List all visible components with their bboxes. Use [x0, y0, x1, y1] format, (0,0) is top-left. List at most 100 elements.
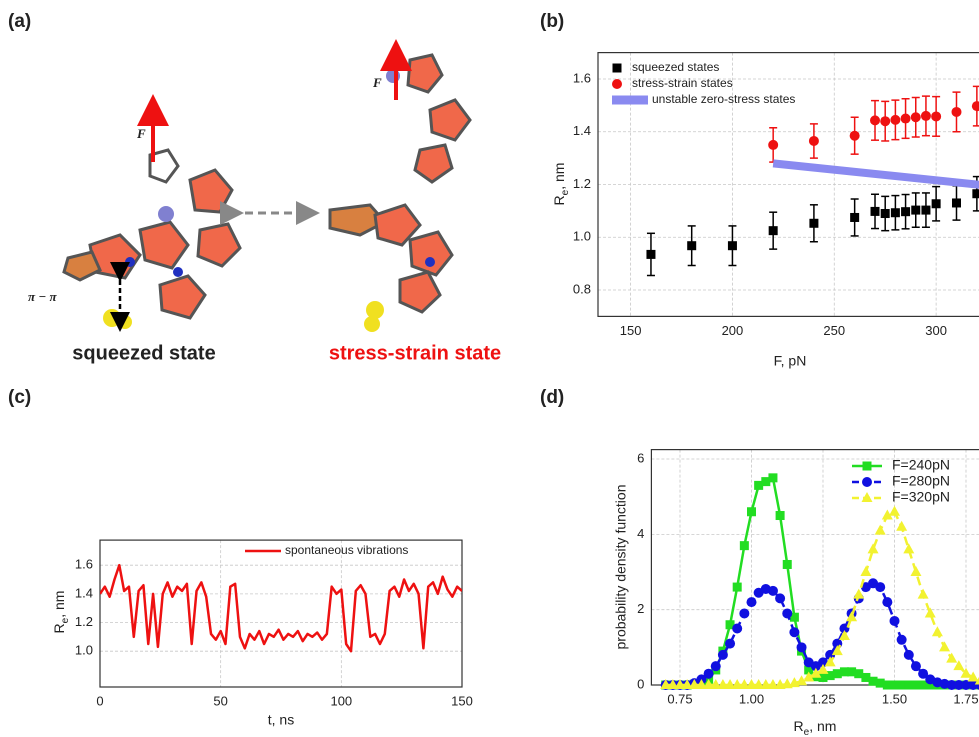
atom [173, 267, 183, 277]
marker [854, 669, 864, 679]
axis-label-part: , nm [809, 718, 836, 734]
marker [687, 241, 697, 251]
x-tick-label: 150 [620, 323, 642, 338]
y-tick-label: 1.2 [75, 614, 93, 629]
y-tick-label: 6 [637, 450, 644, 465]
legend-label: F=320pN [892, 489, 950, 505]
marker [739, 608, 750, 619]
marker [868, 676, 878, 686]
atom [103, 309, 121, 327]
series-line [665, 476, 979, 687]
marker [925, 680, 935, 690]
marker [972, 189, 979, 199]
axis-label-part: , nm [551, 163, 567, 190]
y-tick-label: 1.0 [75, 643, 93, 658]
axis-label-part: R [794, 718, 804, 734]
marker [846, 611, 858, 622]
x-tick-label: 0 [96, 693, 103, 708]
marker [847, 667, 857, 677]
marker [724, 679, 736, 689]
marker [703, 679, 715, 689]
marker [768, 139, 779, 150]
legend-label: stress-strain states [632, 76, 733, 90]
marker [853, 588, 865, 599]
legend-label: squeezed states [632, 60, 719, 74]
y-tick-label: 1.4 [573, 123, 591, 138]
marker [882, 597, 893, 608]
x-tick-label: 100 [330, 693, 352, 708]
marker [695, 679, 707, 689]
marker [767, 679, 779, 689]
marker [921, 205, 931, 215]
marker [739, 541, 749, 551]
marker [850, 212, 860, 222]
marker [882, 680, 892, 690]
marker [753, 679, 765, 689]
marker [900, 113, 911, 124]
marker [918, 668, 929, 679]
axis-label: Re, nm [551, 163, 571, 206]
x-tick-label: 1.00 [739, 691, 764, 706]
marker [789, 627, 800, 638]
legend-label: F=240pN [892, 457, 950, 473]
y-tick-label: 1.6 [573, 70, 591, 85]
y-tick-label: 1.6 [75, 557, 93, 572]
marker [910, 661, 921, 672]
y-tick-label: 1.4 [75, 585, 93, 600]
marker [861, 672, 871, 682]
marker [732, 623, 743, 634]
axis-label-part: R [51, 623, 67, 633]
marker [804, 665, 814, 675]
legend-label: unstable zero-stress states [652, 92, 795, 106]
axis-label: F, pN [774, 353, 807, 369]
marker [862, 461, 872, 471]
axis-label: Re, nm [51, 591, 71, 634]
atom [364, 316, 380, 332]
y-tick-label: 0 [637, 676, 644, 691]
marker [767, 585, 778, 596]
axis-label-part: e [804, 727, 810, 737]
marker [880, 209, 890, 219]
molecule-illustration: F π − π F [28, 39, 472, 332]
marker [782, 608, 793, 619]
stacking-label: π − π [28, 289, 57, 304]
marker [746, 597, 757, 608]
marker [660, 679, 672, 689]
marker [896, 634, 907, 645]
marker [667, 679, 679, 689]
plot-area [646, 85, 979, 277]
marker [910, 112, 921, 123]
marker [911, 680, 921, 690]
marker [875, 582, 886, 593]
legend-label: spontaneous vibrations [285, 543, 408, 557]
marker [924, 607, 936, 618]
x-tick-label: 150 [451, 693, 473, 708]
x-tick-label: 250 [823, 323, 845, 338]
x-tick-label: 0.75 [667, 691, 692, 706]
marker [860, 566, 872, 577]
axis-label: probability density function [613, 485, 629, 650]
marker [881, 509, 893, 520]
marker [870, 206, 880, 216]
marker [754, 480, 764, 490]
marker [849, 130, 860, 141]
marker [920, 110, 931, 121]
marker [703, 668, 714, 679]
panel-label: (a) [8, 11, 31, 32]
marker [796, 675, 808, 686]
marker [951, 106, 962, 117]
atom [125, 257, 135, 267]
marker [809, 218, 819, 228]
series-line [772, 159, 979, 189]
axis-label-part: e [60, 617, 71, 623]
marker [890, 680, 899, 690]
panel-label: (c) [8, 387, 31, 408]
marker [803, 671, 815, 682]
y-tick-label: 2 [637, 601, 644, 616]
force-symbol: F [136, 126, 146, 141]
marker [746, 679, 757, 689]
marker [931, 111, 942, 122]
legend-label: F=280pN [892, 473, 950, 489]
atom [366, 301, 384, 319]
